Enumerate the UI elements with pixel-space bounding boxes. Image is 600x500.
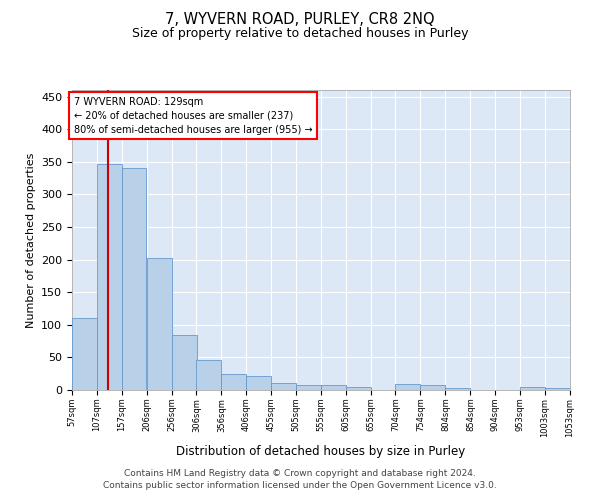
Bar: [520, 388, 545, 390]
Y-axis label: Number of detached properties: Number of detached properties: [26, 152, 35, 328]
Bar: [421, 385, 445, 390]
Text: Contains HM Land Registry data © Crown copyright and database right 2024.: Contains HM Land Registry data © Crown c…: [124, 468, 476, 477]
Bar: [247, 376, 271, 390]
Bar: [271, 383, 296, 390]
Bar: [296, 385, 321, 390]
Text: Contains public sector information licensed under the Open Government Licence v3: Contains public sector information licen…: [103, 481, 497, 490]
Bar: [445, 388, 470, 390]
Bar: [146, 258, 172, 390]
Bar: [346, 386, 371, 390]
Bar: [172, 335, 197, 390]
Bar: [545, 388, 570, 390]
Bar: [122, 168, 146, 390]
Bar: [321, 386, 346, 390]
Text: 7 WYVERN ROAD: 129sqm
← 20% of detached houses are smaller (237)
80% of semi-det: 7 WYVERN ROAD: 129sqm ← 20% of detached …: [74, 96, 312, 134]
Bar: [395, 384, 421, 390]
Bar: [221, 374, 247, 390]
Bar: [72, 318, 97, 390]
Text: 7, WYVERN ROAD, PURLEY, CR8 2NQ: 7, WYVERN ROAD, PURLEY, CR8 2NQ: [165, 12, 435, 28]
Bar: [570, 388, 595, 390]
X-axis label: Distribution of detached houses by size in Purley: Distribution of detached houses by size …: [176, 445, 466, 458]
Text: Size of property relative to detached houses in Purley: Size of property relative to detached ho…: [132, 28, 468, 40]
Bar: [97, 164, 122, 390]
Bar: [196, 360, 221, 390]
